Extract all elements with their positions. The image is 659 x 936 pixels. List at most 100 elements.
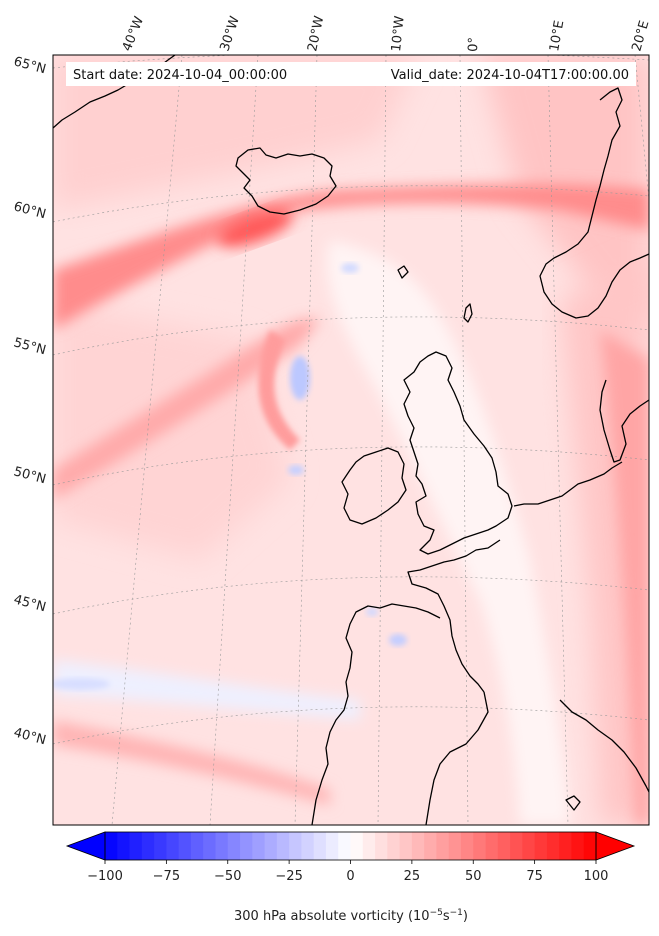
colorbar-segment-5: [166, 832, 180, 860]
colorbar-segments: [105, 832, 597, 860]
colorbar-extend-max: [595, 831, 636, 861]
vorticity-negative-patch-biscay: [366, 608, 378, 616]
colorbar-tick-label-8: 100: [584, 869, 609, 884]
shetland-islands: [463, 303, 473, 323]
lon-label-30w: 30°W: [218, 14, 243, 53]
lat-label-60n: 60°N: [12, 199, 48, 222]
lon-label-40w: 40°W: [120, 14, 147, 53]
colorbar-segment-9: [215, 832, 229, 860]
lat-label-50n: 50°N: [12, 464, 48, 487]
valid-date-text: Valid_date: 2024-10-04T17:00:00.00: [391, 68, 629, 83]
colorbar-segment-11: [240, 832, 253, 860]
meridian-10e: [547, 55, 569, 825]
iceland-coast: [235, 147, 337, 215]
parallel-45n: [53, 576, 649, 615]
france-coast: [407, 539, 501, 693]
lat-label-55n: 55°N: [12, 335, 48, 358]
colorbar-segment-24: [399, 832, 413, 860]
map-frame: [52, 54, 650, 826]
colorbar-tick-label-4: 0: [346, 869, 354, 884]
colorbar-segment-38: [571, 832, 585, 860]
colorbar-label-close: ): [463, 909, 468, 924]
lon-label-20w: 20°W: [305, 14, 327, 52]
meridian-20w: [294, 55, 318, 825]
colorbar-segment-18: [325, 832, 339, 860]
meridian-20e: [634, 55, 649, 201]
colorbar-segment-13: [264, 832, 278, 860]
colorbar-segment-10: [227, 832, 241, 860]
colorbar-label: 300 hPa absolute vorticity (10−5s−1): [234, 908, 468, 924]
colorbar-segment-17: [313, 832, 327, 860]
colorbar-segment-15: [289, 832, 302, 860]
lat-label-40n: 40°N: [12, 725, 48, 748]
baltic-south-coast: [513, 461, 623, 507]
colorbar-segment-31: [485, 832, 499, 860]
colorbar-label-exponent-2: −1: [450, 908, 463, 918]
italy-coast: [559, 699, 649, 793]
vorticity-region-northwest: [53, 55, 420, 210]
meridian-10w: [377, 55, 387, 825]
colorbar-segment-0: [105, 832, 118, 860]
colorbar-segment-16: [301, 832, 315, 860]
vorticity-negative-patch-west: [290, 356, 310, 400]
colorbar-label-main: 300 hPa absolute vorticity (10: [234, 909, 430, 924]
parallel-50n: [53, 446, 649, 486]
meridian-0: [459, 55, 469, 825]
ireland-coast: [341, 447, 407, 525]
vorticity-negative-patch-iberia: [389, 634, 407, 646]
colorbar-segment-19: [338, 832, 351, 860]
colorbar-segment-27: [436, 832, 450, 860]
vorticity-southwest-streak: [53, 720, 330, 805]
colorbar-tick-label-3: −25: [275, 869, 302, 884]
colorbar-segment-37: [559, 832, 572, 860]
map-area: [52, 54, 650, 826]
sardinia-coast: [565, 795, 581, 811]
colorbar-segment-3: [141, 832, 155, 860]
colorbar-ticks: −100 −75 −50 −25 0 25 50 75 100: [87, 860, 608, 884]
scandinavia-coast: [539, 87, 649, 319]
colorbar-segment-36: [546, 832, 560, 860]
lon-label-10e: 10°E: [547, 19, 567, 52]
lat-label-45n: 45°N: [12, 592, 48, 615]
colorbar-segment-23: [387, 832, 400, 860]
longitude-labels: 40°W 30°W 20°W 10°W 0° 10°E 20°E: [120, 14, 653, 53]
colorbar-extend-min: [65, 831, 106, 861]
colorbar-tick-label-2: −50: [214, 869, 241, 884]
colorbar-segment-32: [497, 832, 511, 860]
colorbar-segment-21: [362, 832, 376, 860]
meridian-30w: [209, 55, 259, 825]
vorticity-east-streak: [600, 330, 649, 825]
colorbar-segment-33: [510, 832, 523, 860]
colorbar-segment-12: [252, 832, 265, 860]
vorticity-low-band-south: [53, 660, 360, 720]
parallel-55n: [53, 316, 649, 356]
lon-label-10w: 10°W: [389, 15, 408, 52]
vorticity-negative-patch-north: [341, 263, 359, 273]
header-box: Start date: 2024-10-04_00:00:00 Valid_da…: [66, 62, 636, 86]
colorbar-segment-20: [350, 832, 364, 860]
vorticity-near-zero-channel: [327, 240, 570, 825]
start-date-text: Start date: 2024-10-04_00:00:00: [73, 68, 287, 83]
colorbar: −100 −75 −50 −25 0 25 50 75 100 300 hPa absolute…: [65, 831, 636, 924]
colorbar-segment-29: [460, 832, 474, 860]
lat-label-65n: 65°N: [12, 54, 48, 77]
vorticity-maximum-south-iceland: [217, 209, 293, 247]
colorbar-segment-35: [534, 832, 548, 860]
coastlines: [53, 55, 649, 825]
vorticity-west-arc: [258, 330, 300, 450]
mediterranean-coast: [425, 691, 489, 825]
colorbar-segment-2: [129, 832, 143, 860]
colorbar-segment-39: [583, 832, 597, 860]
lon-label-20e: 20°E: [629, 19, 652, 53]
lon-label-0: 0°: [466, 37, 482, 52]
graticule: [53, 55, 649, 825]
colorbar-tick-label-0: −100: [87, 869, 123, 884]
vorticity-jet-band: [53, 184, 649, 330]
colorbar-label-unit-s: s: [443, 909, 450, 924]
colorbar-segment-8: [203, 832, 216, 860]
great-britain-coast: [403, 351, 513, 555]
meridian-40w: [111, 55, 183, 825]
colorbar-segment-6: [178, 832, 192, 860]
colorbar-tick-label-6: 50: [465, 869, 482, 884]
colorbar-tick-label-1: −75: [153, 869, 180, 884]
